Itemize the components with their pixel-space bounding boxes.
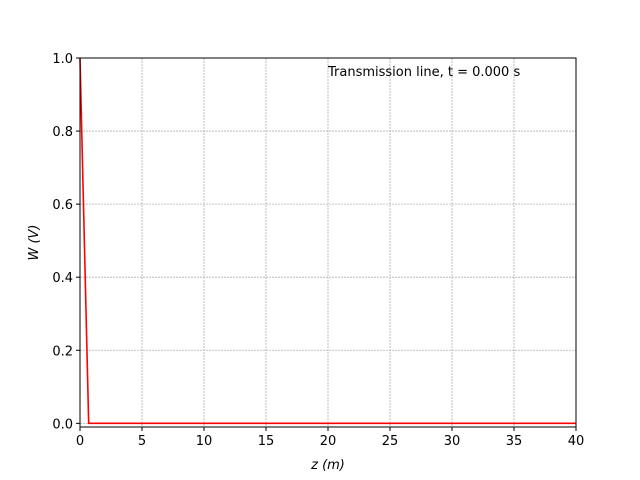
x-axis-label: z (m) <box>310 458 345 473</box>
y-tick-label: 0.4 <box>52 271 73 286</box>
series-line-0 <box>79 57 576 425</box>
y-tick-label: 1.0 <box>52 52 73 67</box>
x-tick-label: 30 <box>444 434 461 449</box>
grid <box>79 57 577 427</box>
y-tick-label: 0.2 <box>52 344 73 359</box>
x-axis-ticks: 0 5 10 15 20 25 30 35 40 <box>76 427 584 449</box>
x-tick-label: 40 <box>568 434 585 449</box>
x-tick-label: 5 <box>138 434 146 449</box>
series-layer <box>79 57 576 425</box>
x-tick-label: 20 <box>320 434 337 449</box>
y-tick-label: 0.6 <box>52 198 73 213</box>
y-axis-ticks: 0.0 0.2 0.4 0.6 0.8 1.0 <box>52 52 80 432</box>
x-tick-label: 35 <box>506 434 523 449</box>
x-tick-label: 15 <box>258 434 275 449</box>
y-tick-label: 0.8 <box>52 125 73 140</box>
chart-annotation: Transmission line, t = 0.000 s <box>327 65 520 80</box>
y-axis-label: W (V) <box>27 224 42 260</box>
x-tick-label: 0 <box>76 434 84 449</box>
y-tick-label: 0.0 <box>52 417 73 432</box>
x-tick-label: 25 <box>382 434 399 449</box>
x-tick-label: 10 <box>196 434 213 449</box>
